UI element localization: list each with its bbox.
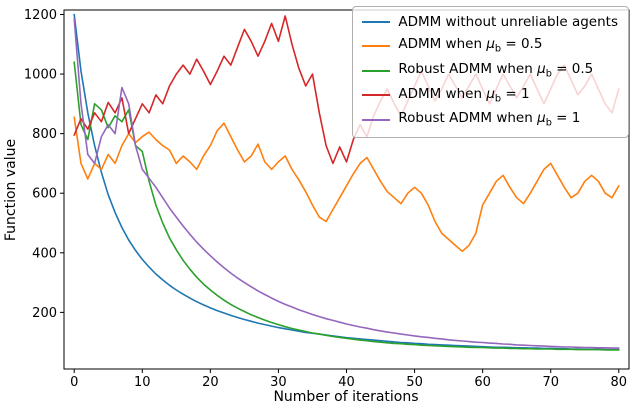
legend-line-sample bbox=[362, 21, 391, 24]
series-line-1 bbox=[73, 116, 620, 253]
legend-line-sample bbox=[362, 44, 391, 47]
x-tick-label: 20 bbox=[202, 375, 219, 390]
x-tick-label: 40 bbox=[338, 375, 355, 390]
legend-item: Robust ADMM when μb = 1 bbox=[362, 110, 618, 130]
series-layer bbox=[73, 13, 620, 351]
y-tick-label: 200 bbox=[32, 306, 57, 321]
legend-label: ADMM without unreliable agents bbox=[398, 14, 618, 30]
legend-item: ADMM without unreliable agents bbox=[362, 14, 618, 31]
x-tick-label: 70 bbox=[542, 375, 559, 390]
y-tick-label: 400 bbox=[32, 246, 57, 261]
x-tick-label: 0 bbox=[70, 375, 78, 390]
legend-item: ADMM when μb = 1 bbox=[362, 86, 618, 106]
legend-label: ADMM when μb = 0.5 bbox=[398, 35, 543, 55]
legend-item: Robust ADMM when μb = 0.5 bbox=[362, 61, 618, 81]
legend: ADMM without unreliable agents ADMM when … bbox=[352, 6, 629, 139]
legend-label: ADMM when μb = 1 bbox=[398, 85, 530, 105]
y-axis-label: Function value bbox=[3, 139, 19, 241]
y-tick-label: 800 bbox=[32, 127, 57, 142]
x-tick-label: 60 bbox=[474, 375, 491, 390]
y-tick-label: 1200 bbox=[24, 8, 57, 23]
x-axis-label: Number of iterations bbox=[273, 389, 418, 405]
plot-border bbox=[63, 9, 630, 370]
series-line-4 bbox=[73, 18, 620, 349]
x-tick-label: 50 bbox=[406, 375, 423, 390]
series-line-2 bbox=[73, 61, 620, 351]
legend-line-sample bbox=[362, 119, 391, 122]
legend-item: ADMM when μb = 0.5 bbox=[362, 36, 618, 56]
legend-line-sample bbox=[362, 69, 391, 72]
y-tick-label: 1000 bbox=[24, 68, 57, 83]
legend-line-sample bbox=[362, 94, 391, 97]
x-tick-label: 80 bbox=[611, 375, 628, 390]
legend-label: Robust ADMM when μb = 0.5 bbox=[398, 60, 594, 80]
legend-label: Robust ADMM when μb = 1 bbox=[398, 110, 581, 130]
x-tick-label: 30 bbox=[270, 375, 287, 390]
ticks-layer: 0 10 20 30 40 50 60 70 80 200 400 600 800 1000 1200 bbox=[24, 8, 627, 390]
x-tick-label: 10 bbox=[134, 375, 151, 390]
y-tick-label: 600 bbox=[32, 187, 57, 202]
